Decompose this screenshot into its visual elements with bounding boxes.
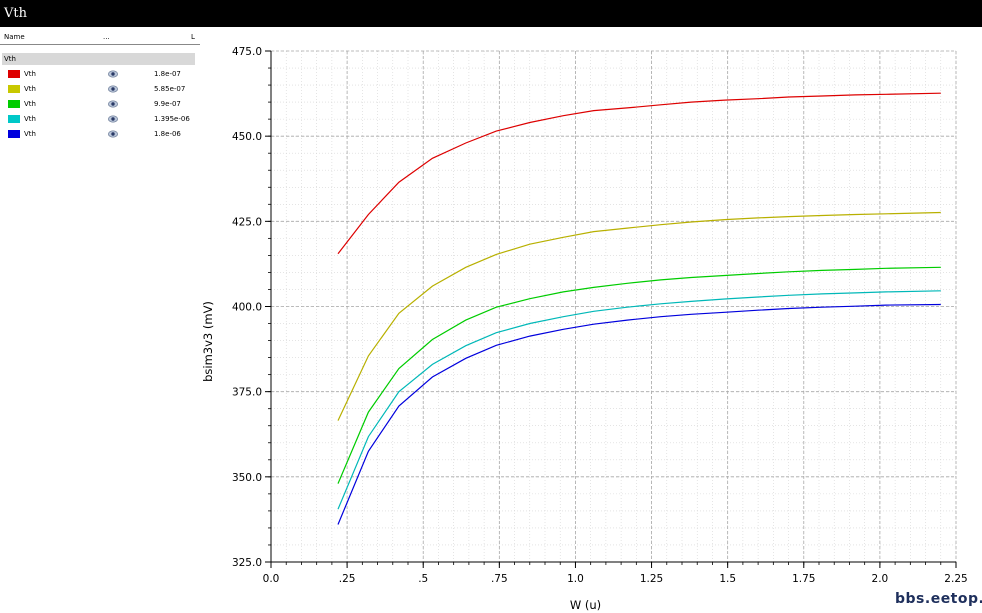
legend-color-swatch	[8, 85, 20, 93]
legend-row[interactable]: Vth 5.85e-07	[0, 82, 200, 96]
legend-color-swatch	[8, 100, 20, 108]
y-tick-label: 350.0	[232, 472, 262, 484]
x-tick-label: .5	[418, 573, 428, 585]
legend-color-swatch	[8, 70, 20, 78]
legend-group-vth[interactable]: Vth	[2, 53, 195, 65]
x-tick-label: 1.75	[792, 573, 815, 585]
y-tick-label: 450.0	[232, 131, 262, 143]
x-tick-label: 1.5	[719, 573, 736, 585]
watermark: bbs.eetop.cn	[895, 591, 982, 607]
legend-entry-name: Vth	[24, 70, 36, 78]
legend-header-divider	[0, 44, 200, 45]
legend-row[interactable]: Vth 9.9e-07	[0, 97, 200, 111]
y-tick-label: 375.0	[232, 387, 262, 399]
legend-row[interactable]: Vth 1.8e-07	[0, 67, 200, 81]
series-line-3[interactable]	[337, 290, 941, 510]
x-tick-label: 1.0	[567, 573, 584, 585]
legend-entry-name: Vth	[24, 85, 36, 93]
legend-color-swatch	[8, 130, 20, 138]
legend-group-label: Vth	[4, 55, 16, 63]
window-title: Vth	[4, 6, 27, 21]
legend-entry-name: Vth	[24, 115, 36, 123]
legend-color-swatch	[8, 115, 20, 123]
legend-row[interactable]: Vth 1.8e-06	[0, 127, 200, 141]
y-axis-label: bsim3v3 (mV)	[201, 301, 215, 382]
y-tick-label: 400.0	[232, 302, 262, 314]
legend-column-name[interactable]: Name	[4, 33, 25, 41]
legend-header: Name ... L	[0, 31, 200, 44]
series-line-0[interactable]	[337, 92, 941, 255]
eye-icon[interactable]	[108, 115, 118, 123]
legend-entry-name: Vth	[24, 130, 36, 138]
legend-entry-param: 9.9e-07	[154, 100, 181, 108]
legend-panel: Name ... L Vth Vth 1.8e-07 Vth 5.85e-07 Vth 9…	[0, 27, 200, 613]
window-titlebar: Vth	[0, 0, 982, 27]
line-chart[interactable]: 0.0 .25 .5 .75 1.0 1.25 1.5 1.75 2.0 2.25 325.0 350…	[200, 27, 982, 613]
x-tick-label: 2.25	[944, 573, 967, 585]
x-tick-label: .25	[339, 573, 356, 585]
x-axis-label: W (u)	[570, 598, 601, 612]
eye-icon[interactable]	[108, 85, 118, 93]
series-line-1[interactable]	[337, 211, 941, 421]
series-line-2[interactable]	[337, 266, 941, 484]
legend-column-dots[interactable]: ...	[103, 33, 110, 41]
legend-column-l[interactable]: L	[191, 33, 195, 41]
legend-row[interactable]: Vth 1.395e-06	[0, 112, 200, 126]
x-tick-label: 0.0	[263, 573, 280, 585]
y-tick-label: 475.0	[232, 46, 262, 58]
legend-entry-name: Vth	[24, 100, 36, 108]
x-tick-label: .75	[491, 573, 508, 585]
legend-entry-param: 5.85e-07	[154, 85, 186, 93]
eye-icon[interactable]	[108, 100, 118, 108]
x-tick-label: 2.0	[872, 573, 889, 585]
y-tick-label: 325.0	[232, 557, 262, 569]
eye-icon[interactable]	[108, 130, 118, 138]
y-tick-label: 425.0	[232, 216, 262, 228]
legend-entry-param: 1.395e-06	[154, 115, 190, 123]
series-line-4[interactable]	[337, 303, 941, 525]
x-tick-label: 1.25	[640, 573, 663, 585]
eye-icon[interactable]	[108, 70, 118, 78]
legend-entry-param: 1.8e-06	[154, 130, 181, 138]
legend-entry-param: 1.8e-07	[154, 70, 181, 78]
